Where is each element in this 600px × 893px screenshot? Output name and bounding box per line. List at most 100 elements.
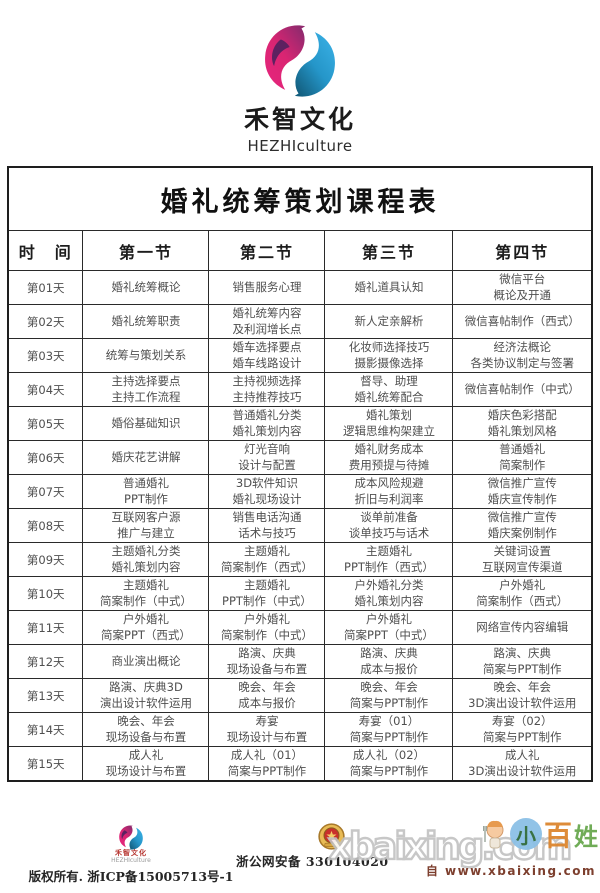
lesson-cell: 销售服务心理	[208, 270, 326, 305]
lesson-cell: 户外婚礼 简案PPT（中式）	[324, 610, 454, 645]
lesson-cell: 互联网客户源 推广与建立	[82, 508, 210, 543]
day-cell: 第04天	[7, 372, 84, 407]
lesson-cell: 成本风险规避 折旧与利润率	[324, 474, 454, 509]
watermark-char-xing: 姓	[574, 822, 598, 851]
column-header-4: 第四节	[452, 230, 593, 271]
day-cell: 第13天	[7, 678, 84, 713]
table-row: 第02天 婚礼统筹职责 婚礼统筹内容 及利润增长点 新人定亲解析 微信喜帖制作（…	[7, 304, 593, 339]
lesson-cell: 谈单前准备 谈单技巧与话术	[324, 508, 454, 543]
brand-swirl-icon	[265, 25, 335, 97]
day-cell: 第12天	[7, 644, 84, 679]
lesson-cell: 婚礼道具认知	[324, 270, 454, 305]
lesson-cell: 户外婚礼 简案PPT（西式）	[82, 610, 210, 645]
copyright-text: 版权所有. 浙ICP备15005713号-1	[28, 869, 234, 885]
lesson-cell: 成人礼 3D演出设计软件运用	[452, 746, 593, 782]
day-cell: 第07天	[7, 474, 84, 509]
footer-security-block: 浙公网安备 330104020	[236, 823, 436, 870]
lesson-cell: 经济法概论 各类协议制定与签署	[452, 338, 593, 373]
footer-mini-brand-en: HEZHIculture	[111, 856, 151, 864]
lesson-cell: 路演、庆典3D 演出设计软件运用	[82, 678, 210, 713]
table-row: 第14天 晚会、年会 现场设备与布置 寿宴 现场设计与布置 寿宴（01） 简案与…	[7, 712, 593, 747]
police-badge-icon	[318, 823, 345, 850]
lesson-cell: 普通婚礼 简案制作	[452, 440, 593, 475]
column-header-1: 第一节	[82, 230, 210, 271]
day-cell: 第02天	[7, 304, 84, 339]
table-row: 第05天 婚俗基础知识 普通婚礼分类 婚礼策划内容 婚礼策划 逻辑思维构架建立 …	[7, 406, 593, 441]
watermark-char-xiao: 小	[509, 818, 542, 850]
table-row: 第07天 普通婚礼 PPT制作 3D软件知识 婚礼现场设计 成本风险规避 折旧与…	[7, 474, 593, 509]
lesson-cell: 主题婚礼 简案制作（中式）	[82, 576, 210, 611]
brand-name-en: HEZHIculture	[247, 137, 353, 155]
security-text: 浙公网安备 330104020	[236, 854, 389, 869]
lesson-cell: 婚礼统筹职责	[82, 304, 210, 339]
day-cell: 第01天	[7, 270, 84, 305]
lesson-cell: 婚车选择要点 婚车线路设计	[208, 338, 326, 373]
column-header-3: 第三节	[324, 230, 454, 271]
lesson-cell: 化妆师选择技巧 摄影摄像选择	[324, 338, 454, 373]
lesson-cell: 微信喜帖制作（中式）	[452, 372, 593, 407]
lesson-cell: 成人礼 现场设计与布置	[82, 746, 210, 782]
day-cell: 第10天	[7, 576, 84, 611]
watermark-char-bai: 百	[543, 819, 572, 852]
lesson-cell: 成人礼（01） 简案与PPT制作	[208, 746, 326, 782]
day-cell: 第06天	[7, 440, 84, 475]
lesson-cell: 主题婚礼 简案制作（西式）	[208, 542, 326, 577]
lesson-cell: 路演、庆典 现场设备与布置	[208, 644, 326, 679]
brand-name-cn: 禾智文化	[243, 105, 356, 134]
watermark-mascot-icon	[482, 820, 504, 849]
watermark-mascot-cluster: 小 百 姓	[482, 814, 598, 854]
day-cell: 第15天	[7, 746, 84, 782]
table-row: 第03天 统筹与策划关系 婚车选择要点 婚车线路设计 化妆师选择技巧 摄影摄像选…	[7, 338, 593, 373]
lesson-cell: 商业演出概论	[82, 644, 210, 679]
table-row: 第10天 主题婚礼 简案制作（中式） 主题婚礼 PPT制作（中式） 户外婚礼分类…	[7, 576, 593, 611]
lesson-cell: 寿宴 现场设计与布置	[208, 712, 326, 747]
lesson-cell: 婚礼财务成本 费用预提与待摊	[324, 440, 454, 475]
lesson-cell: 统筹与策划关系	[82, 338, 210, 373]
footer-mini-brand-cn: 禾智文化	[115, 849, 147, 857]
lesson-cell: 晚会、年会 现场设备与布置	[82, 712, 210, 747]
day-cell: 第08天	[7, 508, 84, 543]
table-row: 第06天 婚庆花艺讲解 灯光音响 设计与配置 婚礼财务成本 费用预提与待摊 普通…	[7, 440, 593, 475]
lesson-cell: 销售电话沟通 话术与技巧	[208, 508, 326, 543]
column-header-2: 第二节	[208, 230, 326, 271]
lesson-cell: 主持选择要点 主持工作流程	[82, 372, 210, 407]
lesson-cell: 主题婚礼 PPT制作（西式）	[324, 542, 454, 577]
day-cell: 第03天	[7, 338, 84, 373]
day-cell: 第09天	[7, 542, 84, 577]
footer-mini-logo-icon	[119, 825, 143, 850]
lesson-cell: 主持视频选择 主持推荐技巧	[208, 372, 326, 407]
lesson-cell: 婚庆色彩搭配 婚礼策划风格	[452, 406, 593, 441]
table-title: 婚礼统筹策划课程表	[7, 166, 593, 231]
lesson-cell: 主题婚礼 PPT制作（中式）	[208, 576, 326, 611]
lesson-cell: 微信平台 概论及开通	[452, 270, 593, 305]
lesson-cell: 3D软件知识 婚礼现场设计	[208, 474, 326, 509]
lesson-cell: 婚礼策划 逻辑思维构架建立	[324, 406, 454, 441]
watermark-url: 自 www.xbaixing.com	[425, 864, 596, 878]
lesson-cell: 寿宴（02） 简案与PPT制作	[452, 712, 593, 747]
course-table: 婚礼统筹策划课程表 时 间 第一节 第二节 第三节 第四节 第01天 婚礼统筹概…	[6, 166, 594, 782]
day-cell: 第05天	[7, 406, 84, 441]
lesson-cell: 婚礼统筹概论	[82, 270, 210, 305]
lesson-cell: 户外婚礼 简案制作（中式）	[208, 610, 326, 645]
lesson-cell: 寿宴（01） 简案与PPT制作	[324, 712, 454, 747]
table-row: 第15天 成人礼 现场设计与布置 成人礼（01） 简案与PPT制作 成人礼（02…	[7, 746, 593, 782]
lesson-cell: 婚庆花艺讲解	[82, 440, 210, 475]
lesson-cell: 微信推广宣传 婚庆案例制作	[452, 508, 593, 543]
column-header-time: 时 间	[7, 230, 84, 271]
table-row: 第08天 互联网客户源 推广与建立 销售电话沟通 话术与技巧 谈单前准备 谈单技…	[7, 508, 593, 543]
lesson-cell: 路演、庆典 简案与PPT制作	[452, 644, 593, 679]
table-header-row: 时 间 第一节 第二节 第三节 第四节	[7, 230, 593, 271]
lesson-cell: 灯光音响 设计与配置	[208, 440, 326, 475]
lesson-cell: 成人礼（02） 简案与PPT制作	[324, 746, 454, 782]
lesson-cell: 普通婚礼分类 婚礼策划内容	[208, 406, 326, 441]
lesson-cell: 新人定亲解析	[324, 304, 454, 339]
table-row: 第04天 主持选择要点 主持工作流程 主持视频选择 主持推荐技巧 督导、助理 婚…	[7, 372, 593, 407]
lesson-cell: 督导、助理 婚礼统筹配合	[324, 372, 454, 407]
lesson-cell: 婚礼统筹内容 及利润增长点	[208, 304, 326, 339]
lesson-cell: 网络宣传内容编辑	[452, 610, 593, 645]
lesson-cell: 晚会、年会 简案与PPT制作	[324, 678, 454, 713]
lesson-cell: 路演、庆典 成本与报价	[324, 644, 454, 679]
lesson-cell: 晚会、年会 3D演出设计软件运用	[452, 678, 593, 713]
table-row: 第11天 户外婚礼 简案PPT（西式） 户外婚礼 简案制作（中式） 户外婚礼 简…	[7, 610, 593, 645]
